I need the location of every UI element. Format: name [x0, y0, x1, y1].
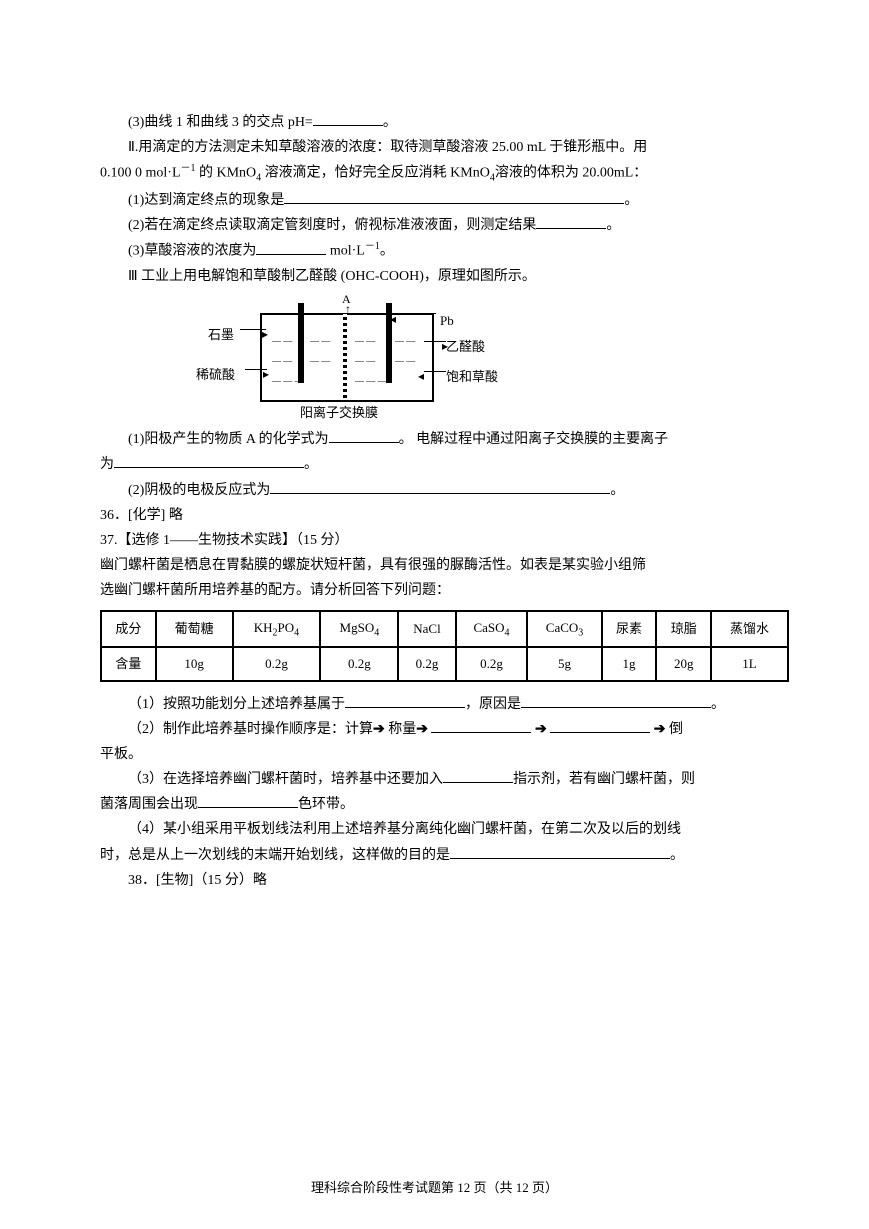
- td-v2: 0.2g: [320, 647, 398, 680]
- q37-p4b: 时，总是从上一次划线的末端开始划线，这样做的目的是。: [100, 843, 789, 868]
- q35-iii1b: 为。: [100, 452, 789, 477]
- td-v7: 20g: [656, 647, 711, 680]
- q36-heading: 36．[化学] 略: [100, 503, 789, 528]
- electrode-left: [298, 303, 304, 383]
- q37-p2b: 平板。: [100, 742, 789, 767]
- q37-p3: （3）在选择培养幽门螺杆菌时，培养基中还要加入指示剂，若有幽门螺杆菌，则: [100, 767, 789, 792]
- label-pb: Pb: [440, 309, 454, 332]
- q35-ii-intro2: 0.100 0 mol·L－1 的 KMnO4 溶液滴定，恰好完全反应消耗 KM…: [100, 160, 789, 187]
- th-mgso4: MgSO4: [320, 611, 398, 648]
- label-oxalic: 饱和草酸: [446, 365, 498, 388]
- culture-medium-table: 成分 葡萄糖 KH2PO4 MgSO4 NaCl CaSO4 CaCO3 尿素 …: [100, 610, 789, 682]
- th-nacl: NaCl: [398, 611, 455, 648]
- label-h2so4: 稀硫酸: [196, 363, 235, 386]
- th-agar: 琼脂: [656, 611, 711, 648]
- th-urea: 尿素: [602, 611, 657, 648]
- table-value-row: 含量 10g 0.2g 0.2g 0.2g 0.2g 5g 1g 20g 1L: [101, 647, 788, 680]
- q35-iii2: (2)阴极的电极反应式为。: [100, 478, 789, 503]
- td-v5: 5g: [527, 647, 601, 680]
- q37-intro2: 选幽门螺杆菌所用培养基的配方。请分析回答下列问题：: [100, 578, 789, 603]
- td-v4: 0.2g: [456, 647, 528, 680]
- table-header-row: 成分 葡萄糖 KH2PO4 MgSO4 NaCl CaSO4 CaCO3 尿素 …: [101, 611, 788, 648]
- td-v1: 0.2g: [233, 647, 321, 680]
- q35-iii-intro: Ⅲ 工业上用电解饱和草酸制乙醛酸 (OHC-COOH)，原理如图所示。: [100, 264, 789, 289]
- label-membrane: 阳离子交换膜: [300, 401, 378, 424]
- q37-p2: （2）制作此培养基时操作顺序是：计算➔ 称量➔ ➔ ➔ 倒: [100, 717, 789, 742]
- q37-p3b: 菌落周围会出现色环带。: [100, 792, 789, 817]
- th-kh2po4: KH2PO4: [233, 611, 321, 648]
- electrolysis-diagram: A ↑ — — — — — — — — — — — — — — — — — — …: [190, 293, 510, 423]
- label-graphite: 石墨: [208, 323, 234, 346]
- page-content: (3)曲线 1 和曲线 3 的交点 pH=。 Ⅱ.用滴定的方法测定未知草酸溶液的…: [0, 0, 869, 933]
- td-v0: 10g: [156, 647, 233, 680]
- q35-ii3: (3)草酸溶液的浓度为 mol·L－1。: [100, 238, 789, 264]
- q37-p4: （4）某小组采用平板划线法利用上述培养基分离纯化幽门螺杆菌，在第二次及以后的划线: [100, 817, 789, 842]
- th-component: 成分: [101, 611, 156, 648]
- td-v8: 1L: [711, 647, 788, 680]
- q35-ii2: (2)若在滴定终点读取滴定管刻度时，俯视标准液液面，则测定结果。: [100, 213, 789, 238]
- q35-i3: (3)曲线 1 和曲线 3 的交点 pH=。: [100, 110, 789, 135]
- q35-ii-intro: Ⅱ.用滴定的方法测定未知草酸溶液的浓度：取待测草酸溶液 25.00 mL 于锥形…: [100, 135, 789, 160]
- q35-iii1: (1)阳极产生的物质 A 的化学式为。 电解过程中通过阳离子交换膜的主要离子: [100, 427, 789, 452]
- td-label: 含量: [101, 647, 156, 680]
- q38-heading: 38．[生物]（15 分）略: [100, 868, 789, 893]
- th-water: 蒸馏水: [711, 611, 788, 648]
- td-v3: 0.2g: [398, 647, 455, 680]
- q37-intro1: 幽门螺杆菌是栖息在胃黏膜的螺旋状短杆菌，具有很强的脲酶活性。如表是某实验小组筛: [100, 553, 789, 578]
- th-caco3: CaCO3: [527, 611, 601, 648]
- label-glyoxylic: 乙醛酸: [446, 335, 485, 358]
- q35-ii1: (1)达到滴定终点的现象是。: [100, 188, 789, 213]
- q37-p1: （1）按照功能划分上述培养基属于，原因是。: [100, 692, 789, 717]
- th-glucose: 葡萄糖: [156, 611, 233, 648]
- page-footer: 理科综合阶段性考试题第 12 页（共 12 页）: [0, 1176, 869, 1199]
- membrane: [343, 313, 347, 398]
- q37-heading: 37.【选修 1——生物技术实践】（15 分）: [100, 528, 789, 553]
- th-caso4: CaSO4: [456, 611, 528, 648]
- td-v6: 1g: [602, 647, 657, 680]
